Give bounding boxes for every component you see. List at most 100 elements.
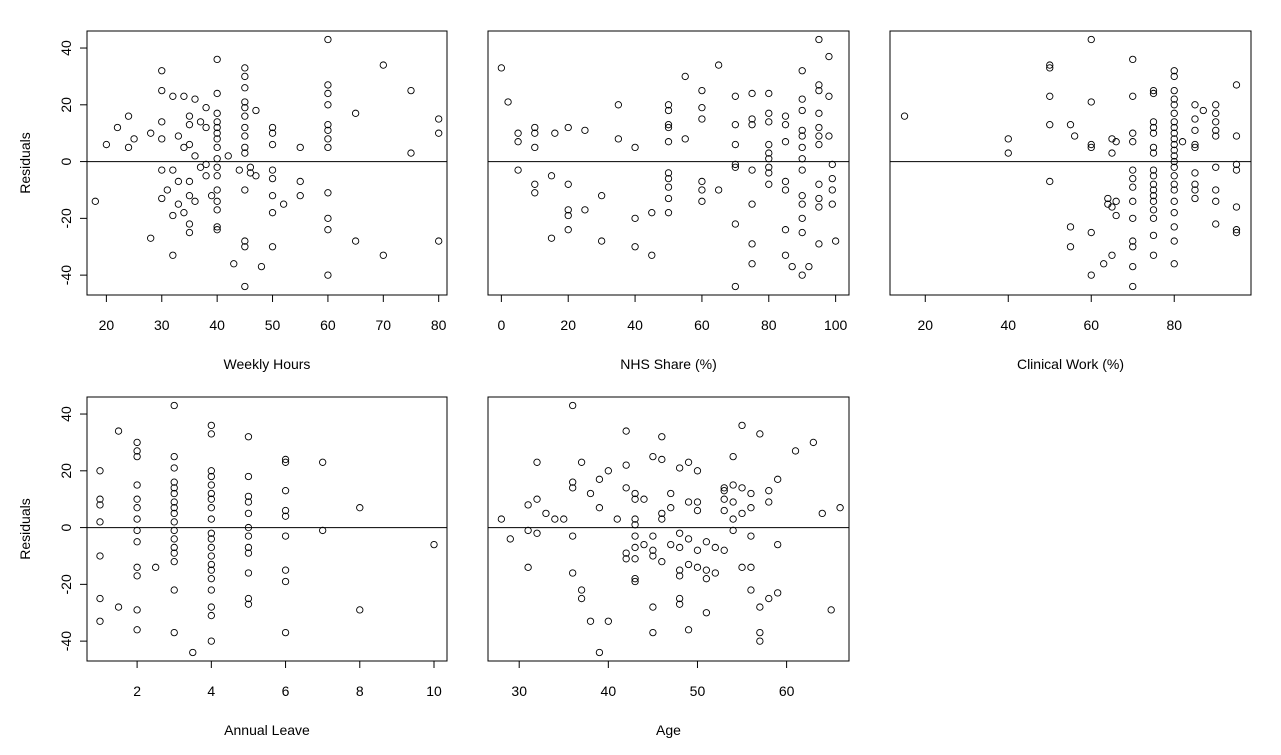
data-point bbox=[91, 197, 99, 205]
data-point bbox=[1232, 228, 1241, 237]
plot-frame bbox=[487, 30, 850, 296]
data-point bbox=[170, 535, 178, 543]
data-point bbox=[781, 186, 790, 194]
data-point bbox=[96, 594, 104, 603]
data-point bbox=[631, 555, 639, 563]
data-point bbox=[731, 282, 740, 291]
data-point bbox=[815, 140, 823, 149]
data-point bbox=[257, 262, 266, 271]
data-point bbox=[1129, 197, 1137, 205]
data-point bbox=[631, 495, 639, 503]
data-point bbox=[506, 535, 514, 543]
data-point bbox=[765, 180, 773, 188]
data-point bbox=[514, 129, 522, 137]
data-point bbox=[765, 594, 773, 603]
data-point bbox=[738, 563, 746, 571]
data-point bbox=[102, 140, 111, 149]
data-point bbox=[1191, 169, 1199, 177]
x-tick-label: 60 bbox=[779, 683, 795, 699]
data-point bbox=[595, 475, 604, 483]
data-point bbox=[170, 526, 178, 535]
data-point bbox=[533, 529, 541, 537]
data-point bbox=[658, 515, 666, 523]
data-point bbox=[430, 540, 438, 549]
data-point bbox=[748, 240, 756, 248]
data-point bbox=[241, 282, 249, 291]
data-point bbox=[241, 132, 249, 140]
data-point bbox=[169, 211, 177, 220]
data-point bbox=[1212, 132, 1220, 140]
data-point bbox=[324, 189, 332, 197]
data-point bbox=[244, 472, 253, 481]
data-point bbox=[1170, 157, 1178, 166]
data-point bbox=[133, 515, 141, 523]
data-point bbox=[244, 569, 253, 577]
x-tick-label: 0 bbox=[497, 317, 505, 333]
data-point bbox=[533, 495, 541, 503]
data-point bbox=[765, 487, 773, 495]
data-point bbox=[268, 166, 277, 174]
x-tick-label: 80 bbox=[761, 317, 777, 333]
data-point bbox=[1149, 166, 1158, 174]
scatter-panel-4: 2 4 6 8 10 -40 -20 0 20 40 Annual Leave Residuals bbox=[17, 396, 448, 738]
data-point bbox=[170, 543, 178, 552]
data-point bbox=[213, 163, 221, 171]
data-point bbox=[798, 143, 806, 152]
data-point bbox=[244, 492, 253, 501]
data-point bbox=[213, 123, 221, 132]
data-point bbox=[564, 206, 572, 214]
data-point bbox=[597, 191, 606, 200]
data-point bbox=[268, 209, 277, 217]
data-point bbox=[213, 55, 221, 64]
data-point bbox=[1087, 98, 1095, 106]
data-point bbox=[1170, 152, 1178, 160]
data-point bbox=[170, 452, 178, 461]
data-point bbox=[324, 135, 332, 143]
data-point bbox=[798, 200, 806, 208]
data-point bbox=[1199, 106, 1207, 115]
data-point bbox=[1149, 186, 1158, 194]
data-point bbox=[185, 121, 194, 129]
data-point bbox=[684, 498, 693, 506]
data-point bbox=[268, 174, 277, 183]
data-point bbox=[738, 509, 746, 518]
data-point bbox=[765, 163, 773, 171]
data-point bbox=[1149, 172, 1158, 180]
data-point bbox=[281, 487, 290, 495]
data-point bbox=[1170, 95, 1178, 103]
x-tick-label: 8 bbox=[356, 683, 364, 699]
data-point bbox=[798, 214, 806, 223]
data-point bbox=[133, 481, 141, 489]
data-point bbox=[1149, 149, 1158, 157]
data-point bbox=[649, 532, 657, 540]
data-point bbox=[667, 489, 675, 498]
data-point bbox=[207, 481, 215, 489]
x-tick-label: 60 bbox=[694, 317, 710, 333]
data-point bbox=[693, 498, 702, 506]
x-tick-label: 2 bbox=[133, 683, 141, 699]
data-point bbox=[693, 546, 702, 554]
data-point bbox=[133, 538, 141, 546]
data-point bbox=[1087, 228, 1095, 237]
data-point bbox=[213, 89, 221, 98]
data-point bbox=[185, 177, 194, 186]
data-point bbox=[809, 438, 817, 447]
data-point bbox=[1170, 260, 1178, 268]
data-point bbox=[747, 532, 755, 540]
data-point bbox=[1212, 101, 1220, 109]
data-point bbox=[693, 506, 702, 515]
data-point bbox=[569, 569, 577, 577]
data-point bbox=[595, 504, 604, 512]
data-point bbox=[564, 180, 572, 188]
data-point bbox=[693, 563, 702, 571]
data-point bbox=[96, 501, 104, 509]
data-point bbox=[207, 472, 215, 481]
data-point bbox=[631, 143, 639, 152]
data-point bbox=[648, 209, 656, 217]
scatter-panel-5: 30 40 50 60 Age bbox=[487, 396, 850, 738]
x-axis-label: Clinical Work (%) bbox=[1017, 356, 1124, 372]
data-point bbox=[356, 504, 364, 512]
data-point bbox=[407, 86, 415, 95]
data-point bbox=[1212, 163, 1220, 171]
data-point bbox=[622, 427, 630, 435]
